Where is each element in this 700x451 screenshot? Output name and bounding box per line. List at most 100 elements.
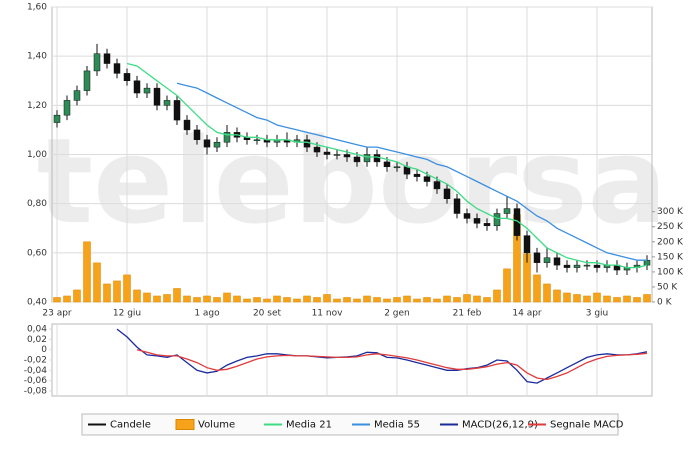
volume-bar [543,283,551,303]
candle-body [63,100,71,116]
volume-bar [343,297,351,303]
volume-bar [143,292,151,303]
candle-body [533,252,541,263]
volume-bar [433,298,441,303]
x-tick-label: 14 apr [512,309,542,319]
volume-bar [283,297,291,303]
volume-bar [223,292,231,303]
candle-body [53,114,61,123]
legend-box [81,413,619,436]
volume-bar [643,294,651,303]
candle-body [383,161,391,168]
volume-bar [113,280,121,303]
volume-bar [583,295,591,303]
candle-body [643,259,651,266]
volume-bar [133,289,141,303]
candle-body [353,156,361,163]
volume-bar [623,295,631,303]
candle-body [573,264,581,268]
volume-bar [483,297,491,303]
watermark: teleborsa [37,112,668,250]
candle-body [393,166,401,169]
y-tick-label: -0,06 [24,376,48,386]
x-tick-label: 12 giu [113,309,141,319]
candle-body [543,257,551,263]
volume-bar [463,294,471,303]
candle-body [493,213,501,227]
candle-body [343,154,351,158]
volume-bar [203,295,211,303]
candle-body [323,151,331,155]
candle-body [433,181,441,190]
volume-bar [93,262,101,303]
volume-bar [213,297,221,303]
volume-bar [243,298,251,303]
legend-label: Candele [110,420,151,431]
volume-bar [63,295,71,303]
candle-body [583,264,591,267]
y2-tick-label: 50 K [657,282,678,292]
volume-bar [613,297,621,303]
series-line [136,349,648,381]
legend-label: MACD(26,12,9) [462,420,538,431]
volume-bar [333,298,341,303]
y-tick-label: 0,40 [27,298,47,308]
y-tick-label: 0,60 [27,248,47,258]
x-tick-label: 3 giu [586,309,609,319]
y-tick-label: -0,02 [24,356,47,366]
y-tick-label: 1,60 [27,3,47,13]
volume-bar [423,297,431,303]
x-tick-label: 21 feb [453,309,482,319]
y-tick-label: -0,08 [24,386,48,396]
legend-label: Media 21 [286,420,332,431]
candle-body [453,198,461,214]
candle-body [373,154,381,163]
candle-body [563,264,571,268]
volume-bar [363,295,371,303]
candle-body [113,63,121,74]
candle-body [303,139,311,148]
volume-bar [443,295,451,303]
volume-bar [183,295,191,303]
volume-bar [533,274,541,303]
y2-tick-label: 200 K [657,237,684,247]
volume-bar [83,241,91,303]
candle-body [103,53,111,64]
candle-body [143,87,151,94]
volume-bar [73,289,81,303]
volume-bar [123,274,131,303]
volume-bar [503,268,511,303]
candle-body [133,80,141,94]
volume-bar [413,298,421,303]
volume-bar [553,289,561,303]
volume-bar [373,297,381,303]
candle-body [153,87,161,106]
volume-bar [263,298,271,303]
volume-bar [233,295,241,303]
legend-label: Media 55 [374,420,420,431]
y-tick-label: 1,00 [27,150,47,160]
candle-body [123,73,131,81]
x-tick-label: 23 apr [42,309,72,319]
candle-body [213,141,221,148]
volume-bar [393,297,401,303]
candle-body [363,154,371,163]
candle-body [253,139,261,141]
candle-body [443,188,451,200]
candle-body [553,257,561,266]
series-line [116,328,648,384]
x-tick-label: 2 gen [384,309,410,319]
legend-label: Segnale MACD [550,420,624,431]
volume-bar [313,297,321,303]
volume-bar [153,295,161,303]
volume-bar [53,297,61,303]
y2-tick-label: 300 K [657,207,684,217]
candle-body [223,132,231,143]
candle-body [83,70,91,91]
volume-bar [173,288,181,303]
x-tick-label: 20 set [253,309,282,319]
legend-label: Volume [198,420,235,431]
candle-body [163,100,171,106]
candle-body [483,223,491,227]
candle-body [513,208,521,236]
